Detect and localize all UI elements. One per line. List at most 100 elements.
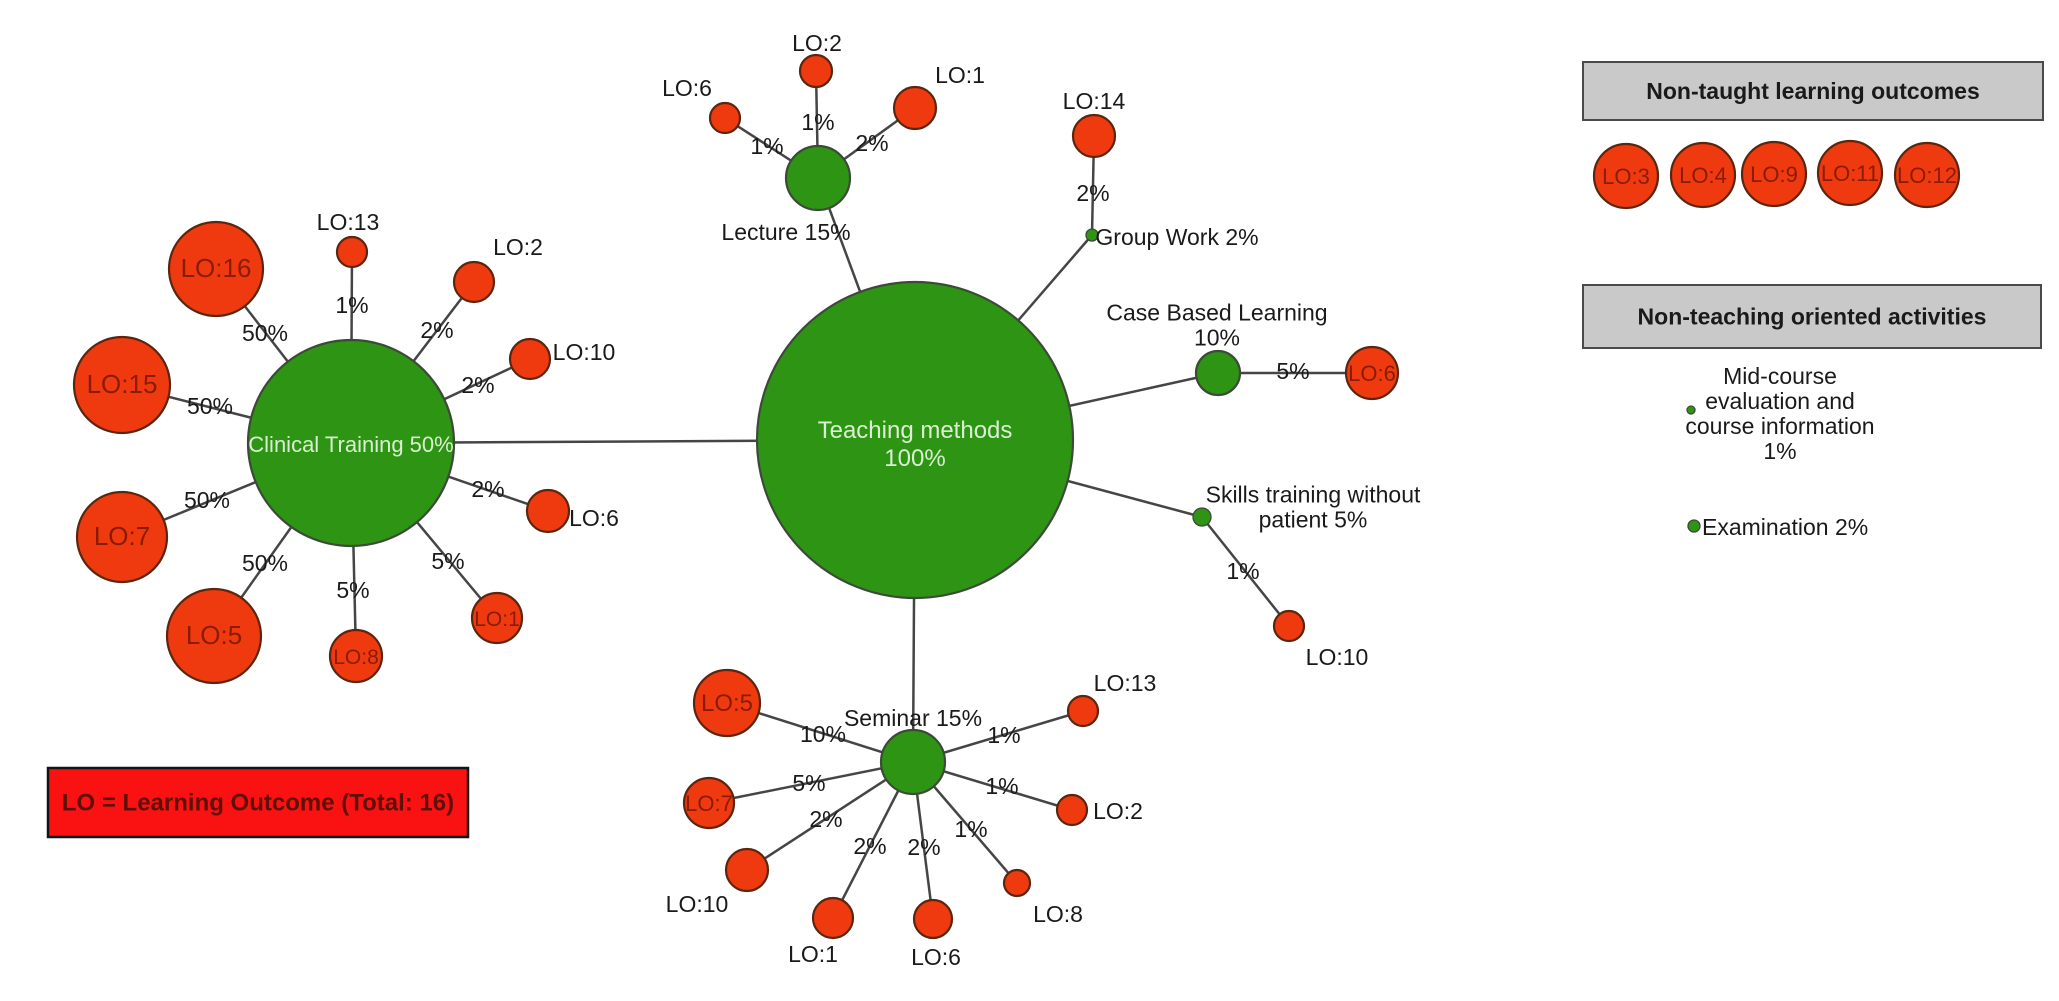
outcome-label: LO:6 [662,75,712,101]
outcome-label: LO:6 [911,944,961,970]
legend-outcome-label: LO:9 [1750,162,1798,187]
node-case-based-learning-label: 10% [1194,325,1240,351]
outcome-label: LO:15 [87,369,158,399]
edge-percent-label: 1% [335,292,368,318]
outcome-label: LO:2 [493,234,543,260]
activity-dot-1 [1687,519,1701,533]
edge-skills-training-without-patient-outcome-0 [1201,516,1290,627]
edge-percent-label: 2% [907,834,940,860]
node-outcome-clinical-training-lo7 [75,490,169,584]
edge-percent-label: 5% [792,770,825,796]
node-outcome-seminar-lo6 [912,898,954,940]
edge-percent-label: 5% [431,548,464,574]
activity-label: course information [1685,413,1874,439]
node-outcome-seminar-lo8 [1002,868,1032,898]
outcome-label: LO:16 [181,253,252,283]
node-teaching-methods-label: 100% [884,445,945,472]
outcome-label: LO:7 [94,521,150,551]
edge-percent-label: 50% [184,487,230,513]
node-outcome-clinical-training-lo13 [335,235,369,269]
node-clinical-training-label: Clinical Training 50% [248,432,453,457]
node-group-work-label: Group Work 2% [1095,224,1258,250]
outcome-label: LO:2 [792,30,842,56]
legend-outcome-lo12 [1893,141,1961,209]
node-seminar-label: Seminar 15% [844,705,982,731]
outcome-label: LO:13 [317,209,380,235]
activity-label: Examination 2% [1702,514,1868,540]
node-skills-training-without-patient [1192,507,1212,527]
node-case-based-learning-label: Case Based Learning [1106,300,1327,326]
outcome-label: LO:1 [474,608,520,631]
edge-percent-label: 2% [461,372,494,398]
node-outcome-clinical-training-lo8 [328,628,384,684]
node-outcome-seminar-lo1 [811,896,855,940]
edge-percent-label: 2% [471,476,504,502]
outcome-label: LO:8 [333,646,379,669]
edge-percent-label: 2% [855,130,888,156]
outcome-label: LO:10 [666,891,729,917]
node-case-based-learning [1194,349,1242,397]
node-outcome-clinical-training-lo1 [470,591,524,645]
node-outcome-clinical-training-lo6 [525,488,571,534]
legend-outcome-label: LO:12 [1897,163,1957,188]
edge-percent-label: 1% [801,109,834,135]
legend-non-taught-header-box [1582,61,2044,121]
edge-seminar-outcome-1 [708,760,914,805]
edge-percent-label: 50% [242,550,288,576]
edge-percent-label: 1% [985,773,1018,799]
node-outcome-seminar-lo7 [682,776,736,830]
note-box [46,766,470,839]
legend-non-teaching-header: Non-teaching oriented activities [1638,304,1987,330]
edge-percent-label: 2% [1076,180,1109,206]
outcome-label: LO:10 [1306,644,1369,670]
node-outcome-clinical-training-lo10 [508,337,552,381]
activity-label: Mid-course [1723,363,1837,389]
node-lecture [784,144,852,212]
edge-percent-label: 1% [954,816,987,842]
legend-outcome-label: LO:4 [1679,163,1727,188]
legend-outcome-label: LO:3 [1602,164,1650,189]
node-outcome-clinical-training-lo5 [165,587,263,685]
outcome-label: LO:1 [788,941,838,967]
legend-outcome-lo4 [1669,141,1737,209]
legend-outcome-lo11 [1816,139,1884,207]
edge-percent-label: 50% [242,320,288,346]
outcome-label: LO:1 [935,62,985,88]
node-outcome-lecture-lo6 [708,101,742,135]
activity-label: evaluation and [1705,388,1855,414]
legend-outcome-lo9 [1740,140,1808,208]
legend-non-taught-header: Non-taught learning outcomes [1646,78,1980,104]
outcome-label: LO:6 [1348,361,1396,386]
legend-outcome-label: LO:11 [1821,161,1879,186]
edge-percent-label: 1% [750,133,783,159]
node-outcome-seminar-lo13 [1066,694,1100,728]
node-teaching-methods [755,280,1075,600]
node-teaching-methods-label: Teaching methods [818,417,1013,444]
node-outcome-clinical-training-lo2 [452,260,496,304]
edge-percent-label: 1% [1226,558,1259,584]
activity-dot-0 [1686,405,1696,415]
node-outcome-lecture-lo2 [798,53,834,89]
outcome-label: LO:13 [1094,670,1157,696]
outcome-label: LO:10 [553,339,616,365]
node-outcome-seminar-lo5 [692,668,762,738]
node-outcome-seminar-lo10 [724,847,770,893]
node-skills-training-without-patient-label: Skills training without [1206,482,1421,508]
node-outcome-seminar-lo2 [1055,793,1089,827]
edge-percent-label: 2% [809,806,842,832]
edge-percent-label: 2% [420,317,453,343]
edge-percent-label: 1% [987,722,1020,748]
edge-percent-label: 2% [853,833,886,859]
edge-percent-label: 5% [336,577,369,603]
outcome-label: LO:7 [685,791,733,816]
outcome-label: LO:6 [569,505,619,531]
outcome-label: LO:14 [1063,88,1126,114]
outcome-label: LO:5 [701,690,753,717]
legend-non-teaching-header-box [1582,284,2042,349]
node-lecture-label: Lecture 15% [721,219,850,245]
outcome-label: LO:5 [186,620,242,650]
node-clinical-training [246,338,456,548]
edge-percent-label: 50% [187,393,233,419]
